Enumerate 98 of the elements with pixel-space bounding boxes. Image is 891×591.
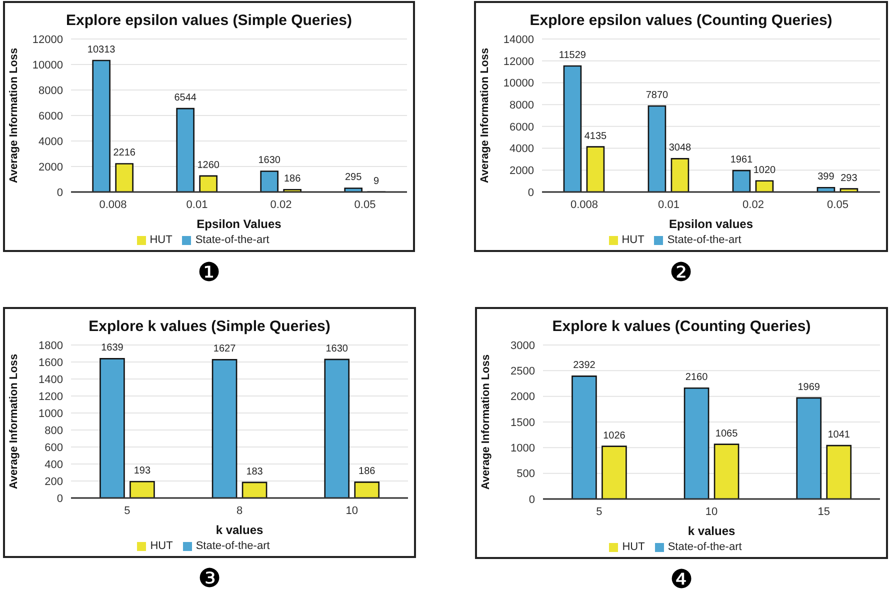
x-axis-title: k values bbox=[216, 523, 264, 537]
y-tick-label: 2500 bbox=[510, 366, 535, 378]
text: ❶ bbox=[196, 258, 222, 288]
x-tick-label: 0.05 bbox=[354, 198, 376, 211]
data-label: 7870 bbox=[646, 90, 669, 101]
legend-label: HUT bbox=[622, 234, 644, 246]
legend-label: State-of-the-art bbox=[195, 234, 270, 246]
text: ❸ bbox=[196, 564, 222, 591]
data-label: 186 bbox=[358, 466, 376, 478]
x-tick-label: 0.05 bbox=[827, 198, 848, 211]
data-label: 1961 bbox=[730, 154, 754, 166]
data-label: 4135 bbox=[584, 130, 608, 142]
y-tick-label: 6000 bbox=[510, 121, 534, 134]
y-tick-label: 10000 bbox=[503, 78, 534, 90]
data-label: 1026 bbox=[603, 430, 626, 442]
chart-title: Explore epsilon values (Counting Queries) bbox=[528, 12, 834, 29]
x-tick-label: 0.02 bbox=[270, 198, 292, 211]
y-axis-title: Average Information Loss bbox=[478, 48, 491, 184]
x-tick-label: 15 bbox=[818, 506, 830, 518]
y-tick-label: 600 bbox=[44, 442, 63, 454]
x-tick-label: 5 bbox=[124, 504, 130, 517]
y-tick-label: 8000 bbox=[510, 99, 534, 112]
legend-label: HUT bbox=[622, 541, 645, 553]
x-axis-title: Epsilon values bbox=[668, 217, 754, 231]
x-tick-label: 0.02 bbox=[742, 198, 764, 211]
y-tick-label: 4000 bbox=[510, 143, 534, 156]
x-axis-title: k values bbox=[688, 524, 736, 538]
y-tick-label: 1500 bbox=[510, 416, 535, 429]
legend-label: HUT bbox=[150, 234, 172, 246]
data-label: 186 bbox=[284, 174, 302, 185]
data-label: 2216 bbox=[113, 148, 136, 159]
y-tick-label: 1600 bbox=[38, 356, 63, 369]
data-label: 9 bbox=[374, 176, 380, 187]
x-tick-label: 10 bbox=[346, 504, 358, 517]
y-tick-label: 14000 bbox=[503, 34, 534, 46]
y-tick-label: 6000 bbox=[38, 110, 63, 122]
y-tick-label: 0 bbox=[528, 494, 535, 506]
y-tick-label: 200 bbox=[44, 476, 63, 488]
y-tick-label: 400 bbox=[44, 458, 63, 471]
data-label: 1969 bbox=[798, 382, 820, 393]
data-label: 2392 bbox=[573, 360, 596, 372]
data-label: 399 bbox=[818, 172, 835, 183]
legend-label: State-of-the-art bbox=[196, 540, 270, 552]
y-tick-label: 12000 bbox=[503, 56, 534, 68]
y-tick-label: 2000 bbox=[38, 161, 63, 174]
y-tick-label: 8000 bbox=[38, 84, 63, 97]
y-tick-label: 0 bbox=[528, 186, 534, 199]
y-tick-label: 1000 bbox=[510, 442, 535, 455]
x-tick-label: 5 bbox=[596, 506, 602, 518]
data-label: 2160 bbox=[685, 372, 708, 384]
legend-label: HUT bbox=[150, 540, 173, 552]
data-label: 3048 bbox=[668, 142, 692, 154]
data-label: 1041 bbox=[828, 430, 850, 441]
text: ❹ bbox=[668, 565, 694, 591]
data-label: 11529 bbox=[558, 50, 586, 62]
data-label: 10313 bbox=[87, 44, 116, 56]
y-tick-label: 1200 bbox=[38, 390, 63, 403]
x-axis-title: Epsilon Values bbox=[196, 217, 282, 231]
y-tick-label: 1400 bbox=[38, 374, 63, 386]
y-tick-label: 1800 bbox=[38, 340, 63, 352]
x-tick-label: 10 bbox=[705, 506, 718, 518]
chart-title: Explore k values (Counting Queries) bbox=[551, 318, 812, 335]
data-label: 295 bbox=[344, 172, 362, 184]
data-label: 6544 bbox=[174, 92, 197, 104]
y-tick-label: 0 bbox=[56, 186, 63, 199]
data-label: 1639 bbox=[101, 342, 124, 354]
legend-label: State-of-the-art bbox=[668, 541, 742, 553]
x-tick-label: 0.01 bbox=[658, 198, 680, 211]
y-tick-label: 10000 bbox=[32, 59, 63, 72]
data-label: 1630 bbox=[258, 155, 281, 166]
x-tick-label: 8 bbox=[236, 504, 243, 517]
y-tick-label: 2000 bbox=[510, 391, 535, 404]
y-axis-title: Average Information Loss bbox=[8, 354, 20, 490]
data-label: 293 bbox=[840, 172, 858, 184]
data-label: 183 bbox=[246, 466, 264, 478]
data-label: 1627 bbox=[213, 344, 236, 355]
y-tick-label: 500 bbox=[516, 468, 535, 480]
data-label: 1260 bbox=[197, 160, 220, 171]
text: ❷ bbox=[668, 258, 694, 288]
x-tick-label: 0.008 bbox=[570, 198, 598, 211]
y-tick-label: 1000 bbox=[38, 408, 63, 420]
y-axis-title: Average Information Loss bbox=[480, 354, 492, 490]
chart-title: Explore epsilon values (Simple Queries) bbox=[65, 12, 353, 29]
x-tick-label: 0.008 bbox=[99, 198, 127, 211]
data-label: 1630 bbox=[326, 343, 348, 354]
data-label: 1065 bbox=[715, 428, 738, 440]
y-tick-label: 0 bbox=[56, 492, 63, 505]
y-tick-label: 800 bbox=[44, 424, 63, 437]
y-tick-label: 3000 bbox=[510, 340, 535, 352]
data-label: 193 bbox=[134, 466, 151, 477]
data-label: 1020 bbox=[753, 164, 776, 176]
x-tick-label: 0.01 bbox=[186, 198, 208, 211]
y-tick-label: 4000 bbox=[38, 136, 63, 148]
legend-label: State-of-the-art bbox=[667, 234, 742, 246]
chart-title: Explore k values (Simple Queries) bbox=[88, 318, 332, 335]
y-tick-label: 2000 bbox=[510, 165, 534, 178]
y-tick-label: 12000 bbox=[32, 34, 63, 46]
y-axis-title: Average Information Loss bbox=[8, 48, 20, 184]
